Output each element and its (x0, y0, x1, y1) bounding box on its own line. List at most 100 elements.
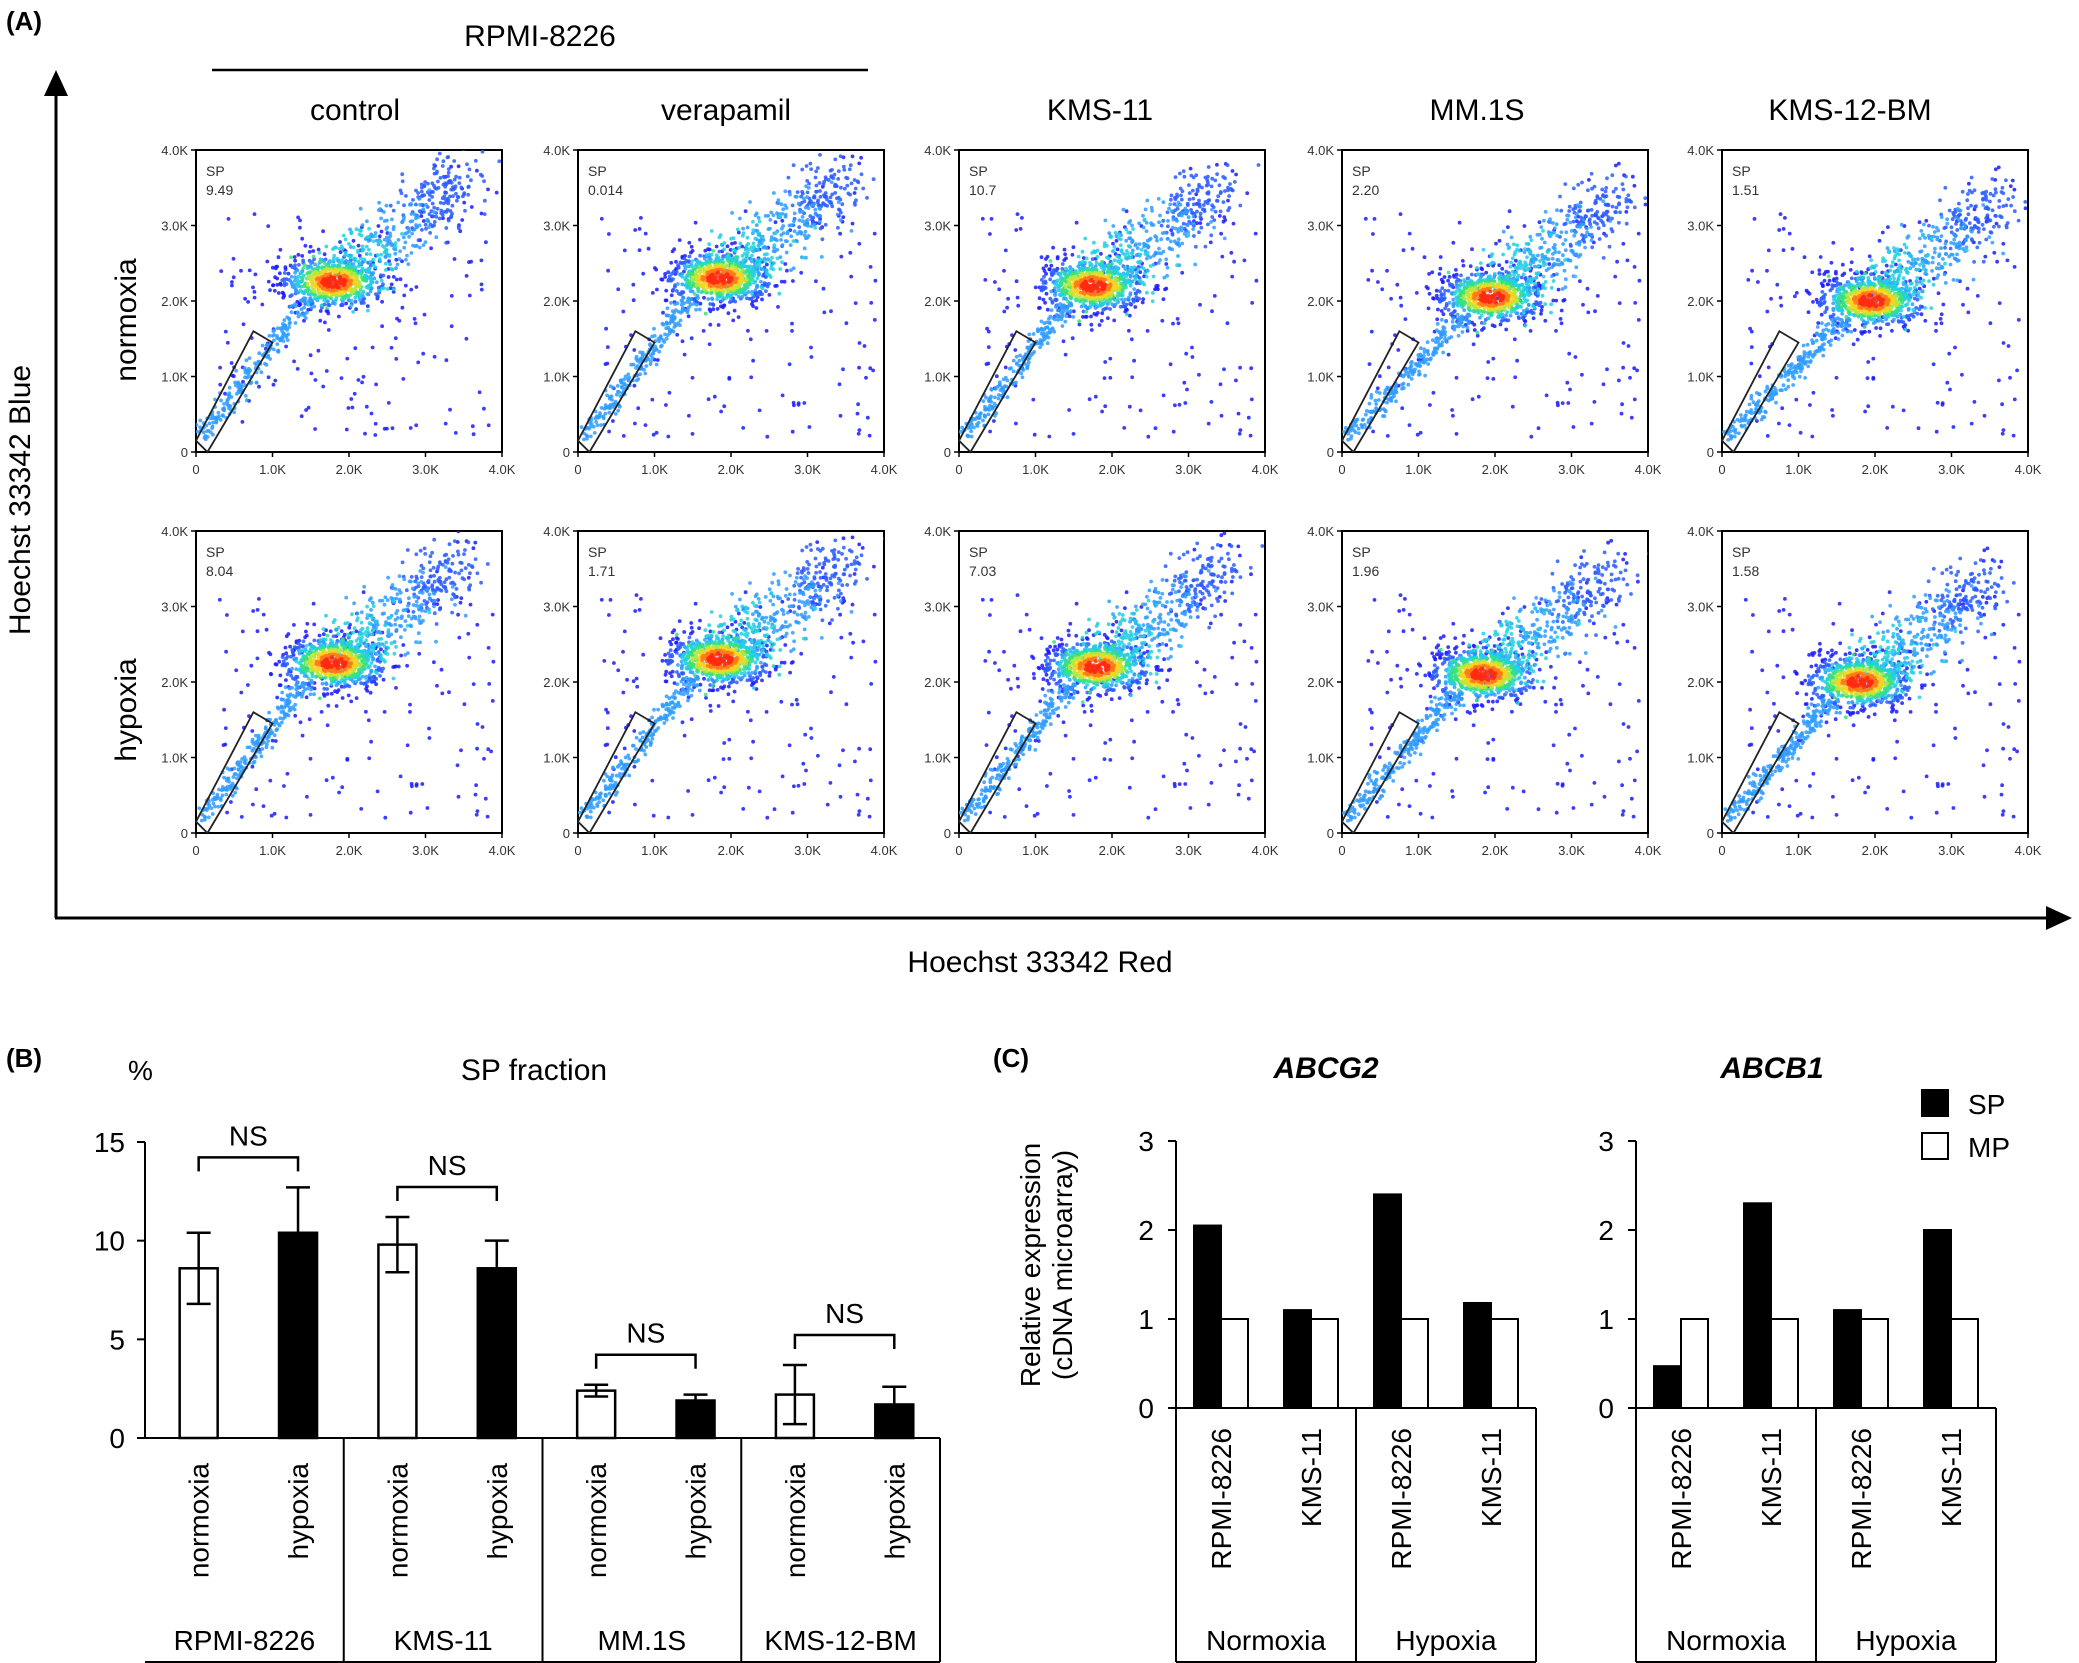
event-dot (1100, 311, 1105, 316)
event-dot (609, 394, 614, 399)
event-dot (1060, 282, 1064, 287)
event-dot (1097, 262, 1102, 267)
event-dot (1146, 434, 1151, 439)
event-dot (1145, 268, 1150, 273)
event-dot (822, 193, 826, 198)
event-dot (985, 326, 989, 331)
event-dot (432, 166, 436, 171)
event-dot (1025, 366, 1030, 371)
event-dot (646, 246, 651, 251)
event-dot (1559, 308, 1564, 313)
event-dot (1613, 163, 1618, 168)
event-dot (1128, 283, 1133, 288)
event-dot (1632, 397, 1637, 402)
event-dot (1051, 245, 1055, 250)
event-dot (369, 278, 374, 282)
event-dot (1134, 281, 1139, 286)
event-dot (1222, 236, 1227, 241)
event-dot (779, 238, 783, 242)
event-dot (1056, 317, 1061, 322)
event-dot (673, 302, 677, 306)
event-dot (432, 220, 437, 224)
event-dot (665, 333, 670, 337)
event-dot (869, 301, 874, 305)
event-dot (791, 239, 796, 244)
event-dot (1187, 219, 1192, 224)
event-dot (806, 206, 811, 211)
event-dot (831, 176, 836, 181)
event-dot (1191, 221, 1196, 226)
event-dot (1461, 263, 1466, 268)
event-dot (322, 252, 327, 257)
event-dot (745, 296, 749, 301)
event-dot (975, 424, 980, 428)
event-dot (968, 425, 973, 430)
event-dot (361, 278, 365, 282)
event-dot (1212, 294, 1217, 298)
event-dot (1556, 287, 1561, 292)
event-dot (1450, 408, 1454, 412)
event-dot (1182, 231, 1187, 236)
event-dot (1611, 189, 1616, 194)
event-dot (1126, 295, 1131, 300)
event-dot (845, 183, 850, 188)
event-dot (852, 200, 857, 205)
event-dot (638, 372, 642, 377)
event-dot (680, 272, 684, 276)
event-dot (434, 214, 439, 219)
event-dot (1112, 318, 1117, 323)
event-dot (1168, 362, 1173, 367)
event-dot (730, 241, 734, 246)
event-dot (871, 177, 876, 182)
event-dot (431, 214, 436, 219)
event-dot (698, 270, 702, 274)
event-dot (773, 237, 777, 242)
event-dot (396, 238, 401, 242)
event-dot (787, 223, 792, 228)
event-dot (1190, 355, 1195, 359)
event-dot (414, 202, 418, 207)
event-dot (1516, 315, 1521, 320)
event-dot (608, 384, 613, 389)
event-dot (730, 211, 734, 215)
event-dot (1126, 244, 1131, 248)
event-dot (1205, 201, 1210, 206)
event-dot (857, 365, 861, 370)
event-dot (196, 429, 200, 434)
event-dot (1179, 197, 1184, 202)
event-dot (444, 182, 449, 187)
event-dot (714, 271, 719, 276)
event-dot (344, 293, 349, 297)
event-dot (1170, 231, 1175, 236)
event-dot (1613, 274, 1618, 279)
event-dot (664, 288, 669, 293)
event-dot (1043, 286, 1048, 290)
event-dot (360, 380, 364, 385)
event-dot (783, 212, 788, 217)
event-dot (1400, 406, 1405, 411)
event-dot (829, 200, 833, 205)
event-dot (697, 307, 702, 312)
event-dot (838, 413, 843, 418)
event-dot (415, 215, 420, 220)
event-dot (1592, 184, 1597, 189)
event-dot (1118, 304, 1123, 309)
event-dot (836, 169, 841, 174)
event-dot (755, 283, 759, 288)
event-dot (436, 179, 440, 184)
event-dot (1573, 355, 1578, 359)
event-dot (388, 203, 393, 208)
event-dot (344, 427, 349, 432)
event-dot (817, 206, 822, 211)
event-dot (359, 256, 363, 261)
event-dot (783, 239, 788, 243)
event-dot (374, 280, 379, 285)
event-dot (643, 231, 648, 236)
event-dot (1590, 213, 1594, 218)
event-dot (296, 215, 300, 220)
event-dot (588, 434, 593, 439)
event-dot (737, 245, 741, 250)
event-dot (592, 431, 597, 435)
event-dot (384, 203, 389, 208)
event-dot (1186, 215, 1191, 220)
